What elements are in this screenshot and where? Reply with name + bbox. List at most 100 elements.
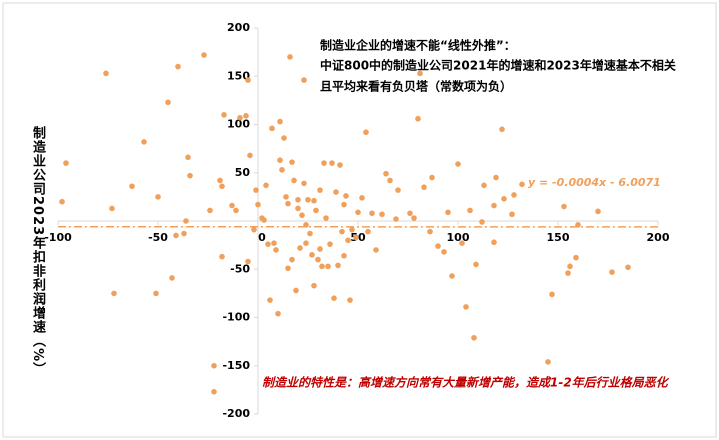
- point: [207, 207, 213, 214]
- point: [421, 184, 427, 191]
- point: [355, 209, 361, 216]
- annotation: 中证800中的制造业公司2021年的增速和2023年增速基本不相关: [320, 58, 676, 73]
- point: [565, 270, 571, 276]
- point: [417, 70, 423, 77]
- point: [153, 290, 159, 297]
- point: [307, 230, 313, 237]
- point: [289, 256, 295, 263]
- point: [609, 269, 615, 275]
- point: [315, 256, 321, 263]
- point: [303, 222, 309, 228]
- point: [169, 275, 175, 281]
- point: [243, 113, 249, 119]
- point: [341, 201, 347, 208]
- point: [329, 160, 335, 166]
- point: [269, 125, 275, 132]
- point: [545, 359, 551, 365]
- x-tick-label: 0: [258, 231, 266, 244]
- y-axis-label: 制造业公司2023年扣非利润增速（%）: [30, 126, 45, 377]
- point: [387, 177, 393, 184]
- point: [493, 174, 499, 181]
- point: [277, 157, 283, 164]
- x-tick-label: -100: [44, 231, 72, 244]
- point: [111, 290, 117, 297]
- point: [349, 226, 355, 233]
- point: [301, 180, 307, 187]
- point: [63, 160, 69, 166]
- point: [337, 162, 343, 168]
- point: [345, 237, 351, 244]
- point: [365, 228, 371, 235]
- point: [303, 240, 309, 246]
- point: [373, 247, 379, 253]
- point: [363, 129, 369, 136]
- point: [353, 234, 359, 241]
- point: [321, 160, 327, 166]
- point: [319, 263, 325, 270]
- point: [467, 207, 473, 214]
- point: [181, 230, 187, 237]
- point: [291, 177, 297, 184]
- point: [335, 262, 341, 269]
- point: [211, 389, 217, 395]
- point: [455, 161, 461, 167]
- point: [549, 291, 555, 298]
- point: [415, 115, 421, 122]
- point: [509, 211, 515, 218]
- point: [561, 203, 567, 210]
- point: [519, 181, 525, 188]
- point: [427, 228, 433, 235]
- point: [299, 212, 305, 219]
- point: [393, 216, 399, 222]
- point: [247, 152, 253, 159]
- point: [311, 197, 317, 204]
- point: [185, 154, 191, 161]
- point: [327, 241, 333, 247]
- point: [481, 182, 487, 189]
- point: [305, 196, 311, 203]
- y-tick-label: 100: [227, 118, 250, 131]
- point: [473, 261, 479, 268]
- point: [155, 194, 161, 200]
- y-tick-label: -100: [222, 311, 250, 324]
- point: [395, 187, 401, 193]
- point: [379, 211, 385, 218]
- point: [285, 265, 291, 272]
- point: [331, 295, 337, 302]
- x-tick-label: 200: [647, 231, 670, 244]
- point: [267, 297, 273, 303]
- point: [265, 241, 271, 247]
- y-tick-label: -150: [222, 359, 250, 372]
- point: [245, 77, 251, 83]
- point: [499, 126, 505, 133]
- point: [211, 362, 217, 369]
- point: [293, 287, 299, 294]
- point: [491, 202, 497, 209]
- point: [275, 310, 281, 317]
- point: [479, 219, 485, 225]
- point: [407, 210, 413, 217]
- x-tick-label: 150: [547, 231, 570, 244]
- point: [175, 63, 181, 70]
- point: [311, 282, 317, 289]
- point: [229, 202, 235, 209]
- point: [325, 263, 331, 270]
- point: [283, 194, 289, 200]
- y-tick-label: 150: [227, 69, 250, 82]
- point: [287, 54, 293, 60]
- point: [277, 118, 283, 125]
- point: [339, 228, 345, 235]
- point: [219, 253, 225, 260]
- annotation: 制造业企业的增速不能“线性外推”：: [320, 38, 516, 53]
- point: [289, 159, 295, 165]
- point: [59, 198, 65, 205]
- point: [173, 232, 179, 239]
- y-tick-label: -50: [230, 262, 250, 275]
- point: [295, 196, 301, 203]
- point: [285, 200, 291, 207]
- point: [309, 251, 315, 258]
- point: [201, 52, 207, 58]
- point: [313, 207, 319, 214]
- point: [491, 239, 497, 246]
